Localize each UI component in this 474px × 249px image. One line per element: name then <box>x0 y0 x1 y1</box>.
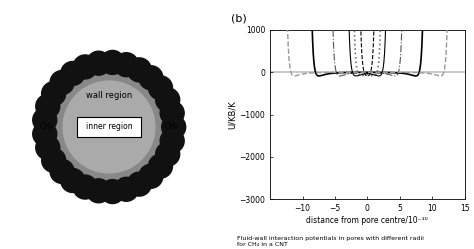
Circle shape <box>42 82 65 106</box>
Circle shape <box>162 115 186 139</box>
Circle shape <box>87 179 110 203</box>
Circle shape <box>139 66 163 90</box>
Circle shape <box>63 81 155 173</box>
X-axis label: distance from pore centre/10⁻¹⁰: distance from pore centre/10⁻¹⁰ <box>307 216 428 225</box>
Circle shape <box>36 136 60 160</box>
Circle shape <box>128 172 151 196</box>
Text: Fluid-wall interaction potentials in pores with different radii
for CH₄ in a CNT: Fluid-wall interaction potentials in por… <box>237 236 424 247</box>
Circle shape <box>33 108 57 132</box>
Y-axis label: U/KB/K: U/KB/K <box>228 100 237 129</box>
Text: inner region: inner region <box>86 123 132 131</box>
Circle shape <box>160 129 184 153</box>
Circle shape <box>148 76 173 100</box>
Circle shape <box>33 122 57 146</box>
Circle shape <box>61 169 85 192</box>
Circle shape <box>50 70 74 95</box>
Circle shape <box>42 148 65 172</box>
Text: CH₄: CH₄ <box>164 123 179 131</box>
Circle shape <box>73 175 97 199</box>
Circle shape <box>36 94 60 118</box>
Circle shape <box>50 159 74 184</box>
Circle shape <box>87 51 110 75</box>
Circle shape <box>155 142 180 166</box>
FancyBboxPatch shape <box>77 117 141 137</box>
Circle shape <box>44 62 174 192</box>
Text: (b): (b) <box>231 13 247 23</box>
Circle shape <box>160 101 184 125</box>
Circle shape <box>100 51 125 74</box>
Text: CH₄: CH₄ <box>39 123 54 131</box>
Circle shape <box>61 62 85 85</box>
Circle shape <box>128 58 151 82</box>
Circle shape <box>155 88 180 112</box>
Circle shape <box>148 154 173 178</box>
Circle shape <box>114 177 138 201</box>
Circle shape <box>139 164 163 188</box>
Circle shape <box>114 53 138 77</box>
Text: wall region: wall region <box>86 91 132 100</box>
Circle shape <box>100 180 125 203</box>
Circle shape <box>73 55 97 79</box>
